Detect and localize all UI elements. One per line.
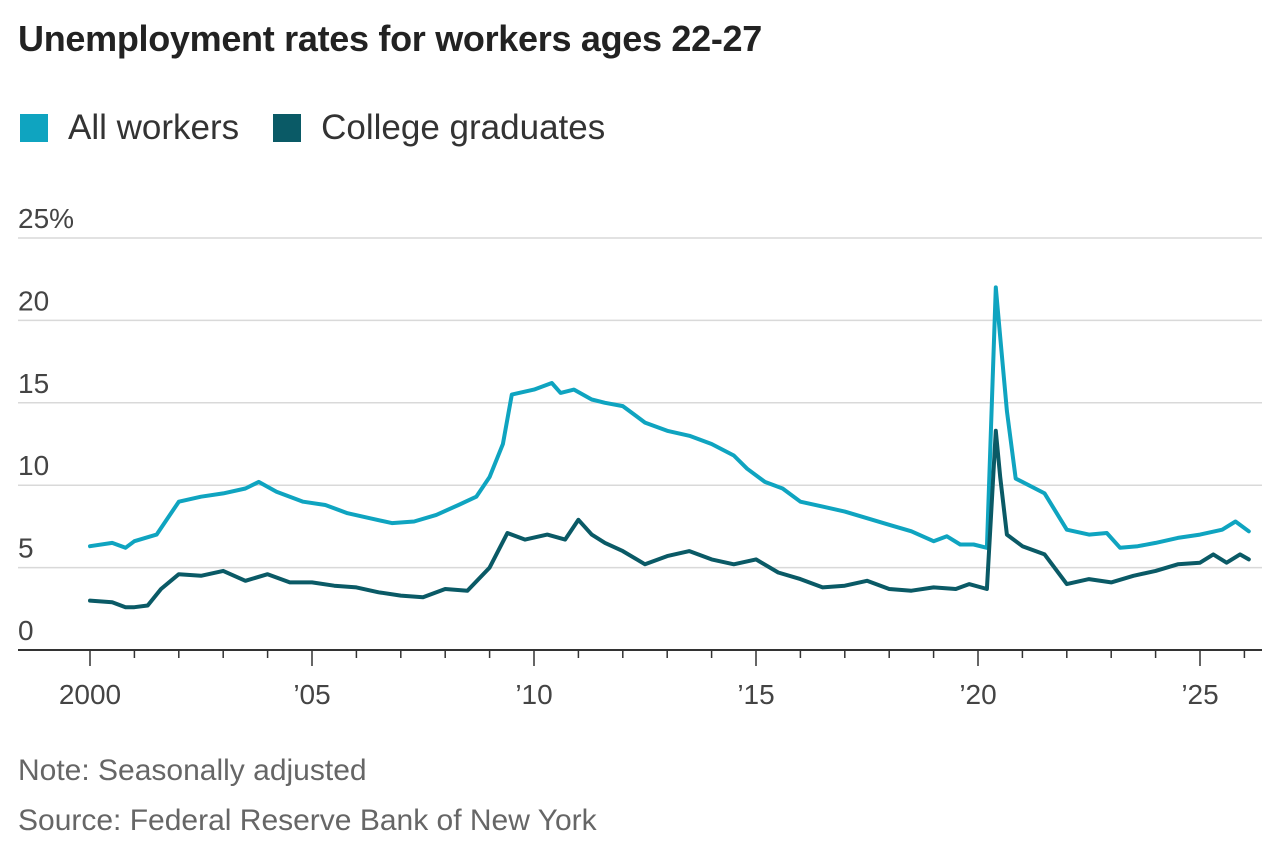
y-tick-label-5: 5 bbox=[18, 533, 34, 564]
legend-label-college-graduates: College graduates bbox=[321, 108, 606, 147]
series-layer bbox=[88, 285, 1251, 610]
series-line-college-graduates bbox=[88, 428, 1251, 610]
x-tick-label-2025: ’25 bbox=[1181, 679, 1218, 710]
source-text: Source: Federal Reserve Bank of New York bbox=[18, 804, 597, 837]
y-tick-label-20: 20 bbox=[18, 285, 49, 316]
y-axis-tick-labels: 0 5 10 15 20 25% bbox=[18, 203, 74, 646]
y-tick-label-0: 0 bbox=[18, 615, 34, 646]
legend-swatch-college-graduates bbox=[273, 114, 302, 142]
x-tick-label-2020: ’20 bbox=[959, 679, 996, 710]
y-tick-label-10: 10 bbox=[18, 450, 49, 481]
x-tick-label-2015: ’15 bbox=[737, 679, 774, 710]
chart-title: Unemployment rates for workers ages 22-2… bbox=[18, 18, 762, 59]
legend-swatch-all-workers bbox=[20, 114, 48, 142]
series-line-all-workers bbox=[88, 285, 1251, 550]
legend-item-college-graduates: College graduates bbox=[273, 108, 605, 148]
legend-label-all-workers: All workers bbox=[68, 108, 240, 147]
x-tick-label-2005: ’05 bbox=[293, 679, 330, 710]
x-tick-label-2000: 2000 bbox=[59, 679, 121, 710]
legend: All workers College graduates bbox=[20, 108, 639, 148]
x-axis: 2000 ’05 ’10 ’15 ’20 ’25 bbox=[18, 649, 1262, 710]
grid-layer bbox=[18, 237, 1262, 569]
y-tick-label-15: 15 bbox=[18, 368, 49, 399]
y-tick-label-25: 25% bbox=[18, 203, 74, 234]
legend-item-all-workers: All workers bbox=[20, 108, 239, 148]
x-tick-label-2010: ’10 bbox=[515, 679, 552, 710]
note-text: Note: Seasonally adjusted bbox=[18, 754, 367, 787]
